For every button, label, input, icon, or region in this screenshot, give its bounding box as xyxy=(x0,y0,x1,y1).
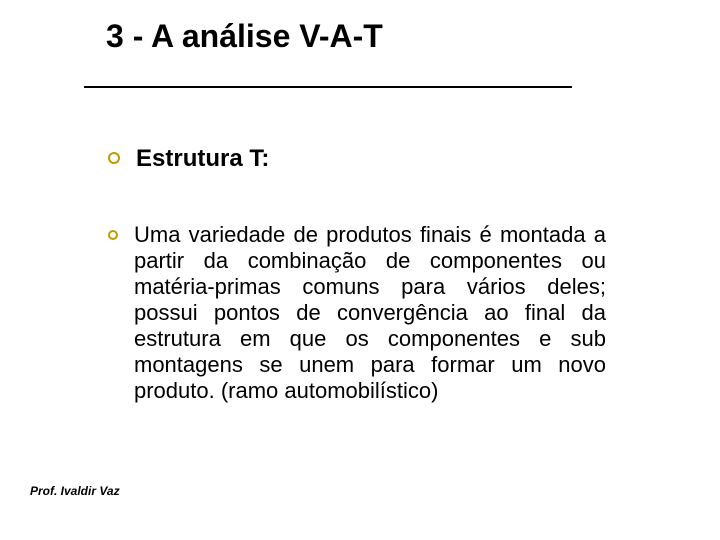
circle-bullet-icon xyxy=(108,230,118,240)
bullet-row: Estrutura T: xyxy=(108,144,578,174)
slide-footer: Prof. Ivaldir Vaz xyxy=(30,484,120,498)
bullet-block: Estrutura T: xyxy=(108,144,578,174)
bullet-block: Uma variedade de produtos finais é monta… xyxy=(108,222,606,404)
slide-title: 3 - A análise V-A-T xyxy=(106,18,383,55)
slide: 3 - A análise V-A-T Estrutura T: Uma vari… xyxy=(0,0,720,540)
bullet-row: Uma variedade de produtos finais é monta… xyxy=(108,222,606,404)
bullet-text: Uma variedade de produtos finais é monta… xyxy=(134,222,606,404)
circle-bullet-icon xyxy=(108,152,120,164)
title-divider xyxy=(84,86,572,88)
bullet-text: Estrutura T: xyxy=(136,144,269,174)
